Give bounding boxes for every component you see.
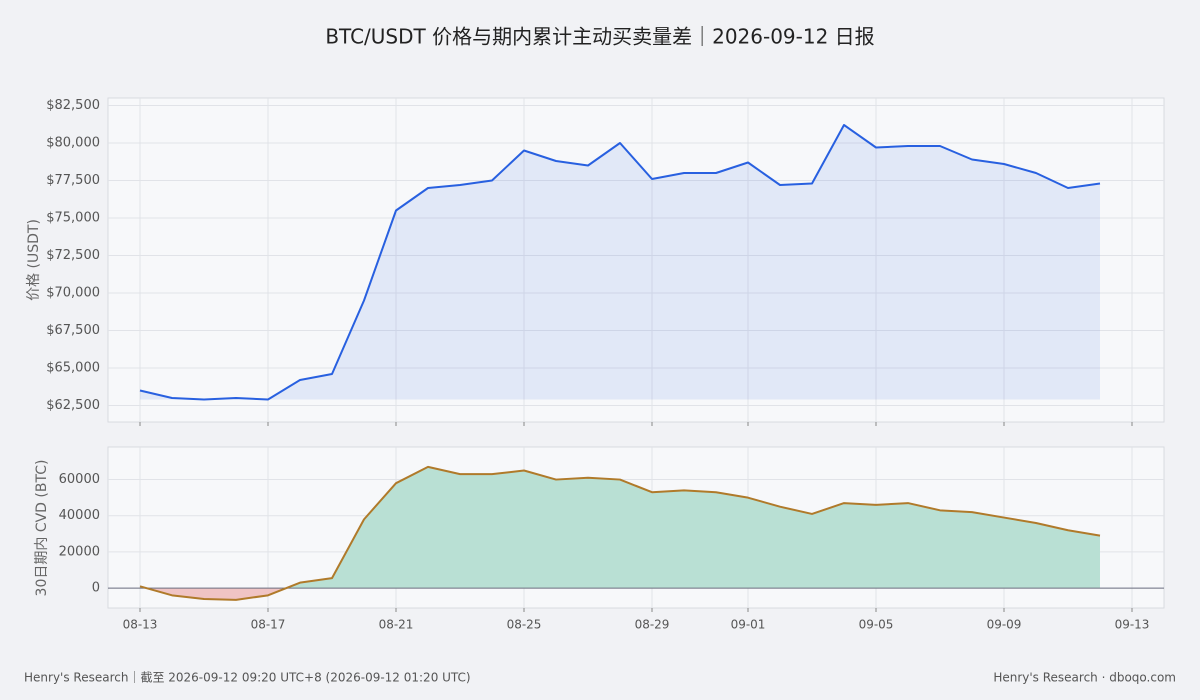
area-positive xyxy=(140,466,1100,589)
x-tick-label: 08-25 xyxy=(507,618,542,632)
line xyxy=(139,124,1101,401)
y-tick-label: $72,500 xyxy=(46,248,100,263)
x-tick-label: 09-09 xyxy=(987,618,1022,632)
y-tick-label: 60000 xyxy=(59,472,100,487)
y-tick-label: $80,000 xyxy=(46,136,100,151)
x-tick-label: 08-17 xyxy=(251,618,286,632)
x-tick-label: 09-01 xyxy=(731,618,766,632)
y-tick-label: $77,500 xyxy=(46,173,100,188)
x-tick-label: 08-13 xyxy=(123,618,158,632)
y-tick-label: $67,500 xyxy=(46,323,100,338)
y-tick-label: 20000 xyxy=(59,544,100,559)
footer-right: Henry's Research · dboqo.com xyxy=(993,671,1176,685)
y-axis-label: 价格 (USDT) xyxy=(26,219,42,301)
x-tick-label: 08-21 xyxy=(379,618,414,632)
y-tick-label: 0 xyxy=(92,581,100,596)
x-tick-label: 09-05 xyxy=(859,618,894,632)
x-tick-label: 09-13 xyxy=(1115,618,1150,632)
chart-title: BTC/USDT 价格与期内累计主动买卖量差｜2026-09-12 日报 xyxy=(325,25,874,49)
y-tick-label: $65,000 xyxy=(46,361,100,376)
area xyxy=(140,125,1100,400)
line xyxy=(139,465,1101,601)
y-tick-label: $70,000 xyxy=(46,286,100,301)
y-tick-label: $82,500 xyxy=(46,98,100,113)
x-tick-label: 08-29 xyxy=(635,618,670,632)
y-axis-label: 30日期内 CVD (BTC) xyxy=(34,460,50,597)
y-tick-label: 40000 xyxy=(59,508,100,523)
y-tick-label: $62,500 xyxy=(46,398,100,413)
y-tick-label: $75,000 xyxy=(46,211,100,226)
footer-left: Henry's Research｜截至 2026-09-12 09:20 UTC… xyxy=(24,671,471,685)
